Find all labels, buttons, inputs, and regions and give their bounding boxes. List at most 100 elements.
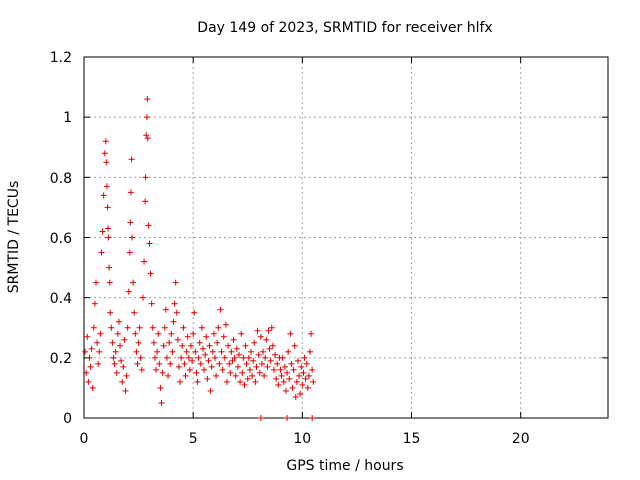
data-point: [181, 360, 188, 367]
data-point: [115, 318, 122, 325]
data-point: [278, 372, 285, 379]
data-point: [302, 375, 309, 382]
data-point: [221, 354, 228, 361]
data-point: [292, 393, 299, 400]
data-point: [99, 228, 106, 235]
data-point: [91, 300, 98, 307]
data-point: [184, 333, 191, 340]
data-point: [207, 387, 214, 394]
data-point: [291, 342, 298, 349]
data-point: [279, 354, 286, 361]
x-tick-label: 20: [512, 431, 530, 447]
data-point: [177, 378, 184, 385]
data-point: [98, 249, 105, 256]
x-tick-label: 15: [403, 431, 421, 447]
data-point: [195, 354, 202, 361]
data-point: [129, 234, 136, 241]
data-point: [299, 381, 306, 388]
data-point: [255, 351, 262, 358]
data-point: [309, 415, 316, 421]
data-points: [82, 96, 317, 421]
data-point: [300, 369, 307, 376]
data-point: [187, 342, 194, 349]
data-point: [266, 345, 273, 352]
data-point: [281, 363, 288, 370]
data-point: [264, 363, 271, 370]
data-point: [144, 96, 151, 103]
data-point: [141, 258, 148, 265]
data-point: [248, 348, 255, 355]
data-point: [144, 135, 151, 142]
data-point: [227, 369, 234, 376]
data-point: [103, 159, 110, 166]
data-point: [163, 354, 170, 361]
data-point: [228, 348, 235, 355]
data-point: [263, 336, 270, 343]
data-point: [89, 384, 96, 391]
data-point: [119, 378, 126, 385]
data-point: [153, 366, 160, 373]
data-point: [175, 363, 182, 370]
data-point: [167, 360, 174, 367]
data-point: [143, 132, 150, 139]
data-point: [253, 363, 260, 370]
data-point: [306, 348, 313, 355]
data-point: [160, 342, 167, 349]
data-point: [174, 336, 181, 343]
data-point: [100, 192, 107, 199]
data-point: [106, 279, 113, 286]
data-point: [275, 381, 282, 388]
data-point: [112, 348, 119, 355]
data-point: [105, 234, 112, 241]
data-point: [113, 369, 120, 376]
data-point: [124, 324, 131, 331]
data-point: [94, 339, 101, 346]
data-point: [159, 369, 166, 376]
grid-lines: [84, 57, 608, 418]
data-point: [180, 324, 187, 331]
data-point: [202, 351, 209, 358]
y-tick-label: 0.6: [50, 231, 72, 247]
data-point: [224, 378, 231, 385]
data-point: [134, 360, 141, 367]
data-point: [197, 360, 204, 367]
data-point: [127, 219, 134, 226]
data-point: [267, 357, 274, 364]
data-point: [118, 357, 125, 364]
data-point: [132, 330, 139, 337]
data-point: [308, 330, 315, 337]
data-point: [265, 327, 272, 334]
data-point: [150, 339, 157, 346]
data-point: [257, 333, 264, 340]
data-point: [272, 351, 279, 358]
data-point: [155, 330, 162, 337]
data-point: [286, 375, 293, 382]
data-point: [194, 378, 201, 385]
data-point: [88, 345, 95, 352]
data-point: [229, 357, 236, 364]
data-point: [262, 354, 269, 361]
data-point: [165, 372, 172, 379]
data-point: [151, 354, 158, 361]
data-point: [142, 174, 149, 181]
data-point: [186, 366, 193, 373]
data-point: [121, 336, 128, 343]
data-point: [126, 249, 133, 256]
data-point: [146, 240, 153, 247]
data-point: [309, 366, 316, 373]
data-point: [157, 384, 164, 391]
data-point: [261, 372, 268, 379]
data-point: [217, 306, 224, 313]
data-point: [310, 378, 317, 385]
data-point: [293, 378, 300, 385]
data-point: [107, 309, 114, 316]
data-point: [83, 369, 90, 376]
data-point: [154, 348, 161, 355]
data-point: [296, 372, 303, 379]
data-point: [166, 339, 173, 346]
data-point: [234, 363, 241, 370]
x-tick-label: 10: [293, 431, 311, 447]
data-point: [282, 387, 289, 394]
data-point: [242, 342, 249, 349]
